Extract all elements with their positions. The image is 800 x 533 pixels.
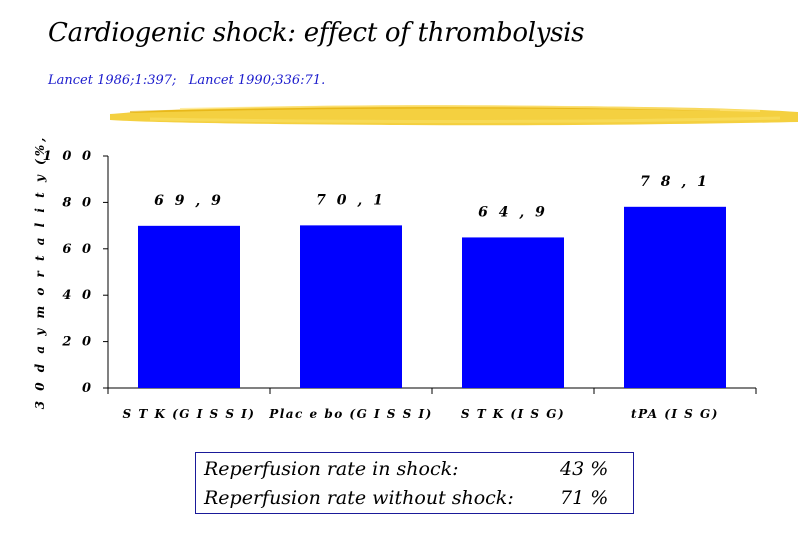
bar-chart: 0 2 0 4 0 6 0 8 0 1 0 0 6 9 , 9 S T K (G I S S… (33, 135, 757, 421)
bar (462, 237, 564, 388)
y-tick-label: 4 0 (62, 288, 94, 303)
bar (624, 206, 726, 388)
bar (138, 225, 240, 388)
y-tick-label: 2 0 (61, 335, 94, 350)
y-tick-label: 0 (82, 381, 94, 396)
note-label-shock: Reperfusion rate in shock: (204, 458, 459, 480)
note-value-shock: 43 % (560, 458, 609, 480)
y-axis-label: 3 0 d a y m o r t a l i t y (%, (33, 135, 47, 410)
y-tick-label: 8 0 (62, 195, 94, 210)
reperfusion-note-box: Reperfusion rate in shock: 43 % Reperfus… (195, 452, 634, 514)
x-tick-label: S T K (I S G) (461, 407, 565, 421)
data-label: 7 0 , 1 (316, 192, 386, 208)
highlight-brush-stroke (110, 105, 798, 126)
bar (300, 225, 402, 388)
x-tick-label: tPA (I S G) (631, 407, 719, 421)
data-label: 7 8 , 1 (640, 174, 710, 190)
references-text: Lancet 1986;1:397; Lancet 1990;336:71. (48, 73, 326, 88)
y-tick-label: 1 0 0 (43, 149, 94, 164)
y-tick-label: 6 0 (62, 242, 94, 257)
slide-title: Cardiogenic shock: effect of thrombolysi… (48, 18, 585, 48)
note-value-no-shock: 71 % (560, 487, 609, 509)
x-tick-label: Plac e bo (G I S S I) (268, 407, 433, 421)
note-label-no-shock: Reperfusion rate without shock: (204, 487, 514, 509)
data-label: 6 4 , 9 (478, 204, 548, 220)
data-label: 6 9 , 9 (154, 193, 224, 209)
x-tick-label: S T K (G I S S I) (123, 407, 256, 421)
